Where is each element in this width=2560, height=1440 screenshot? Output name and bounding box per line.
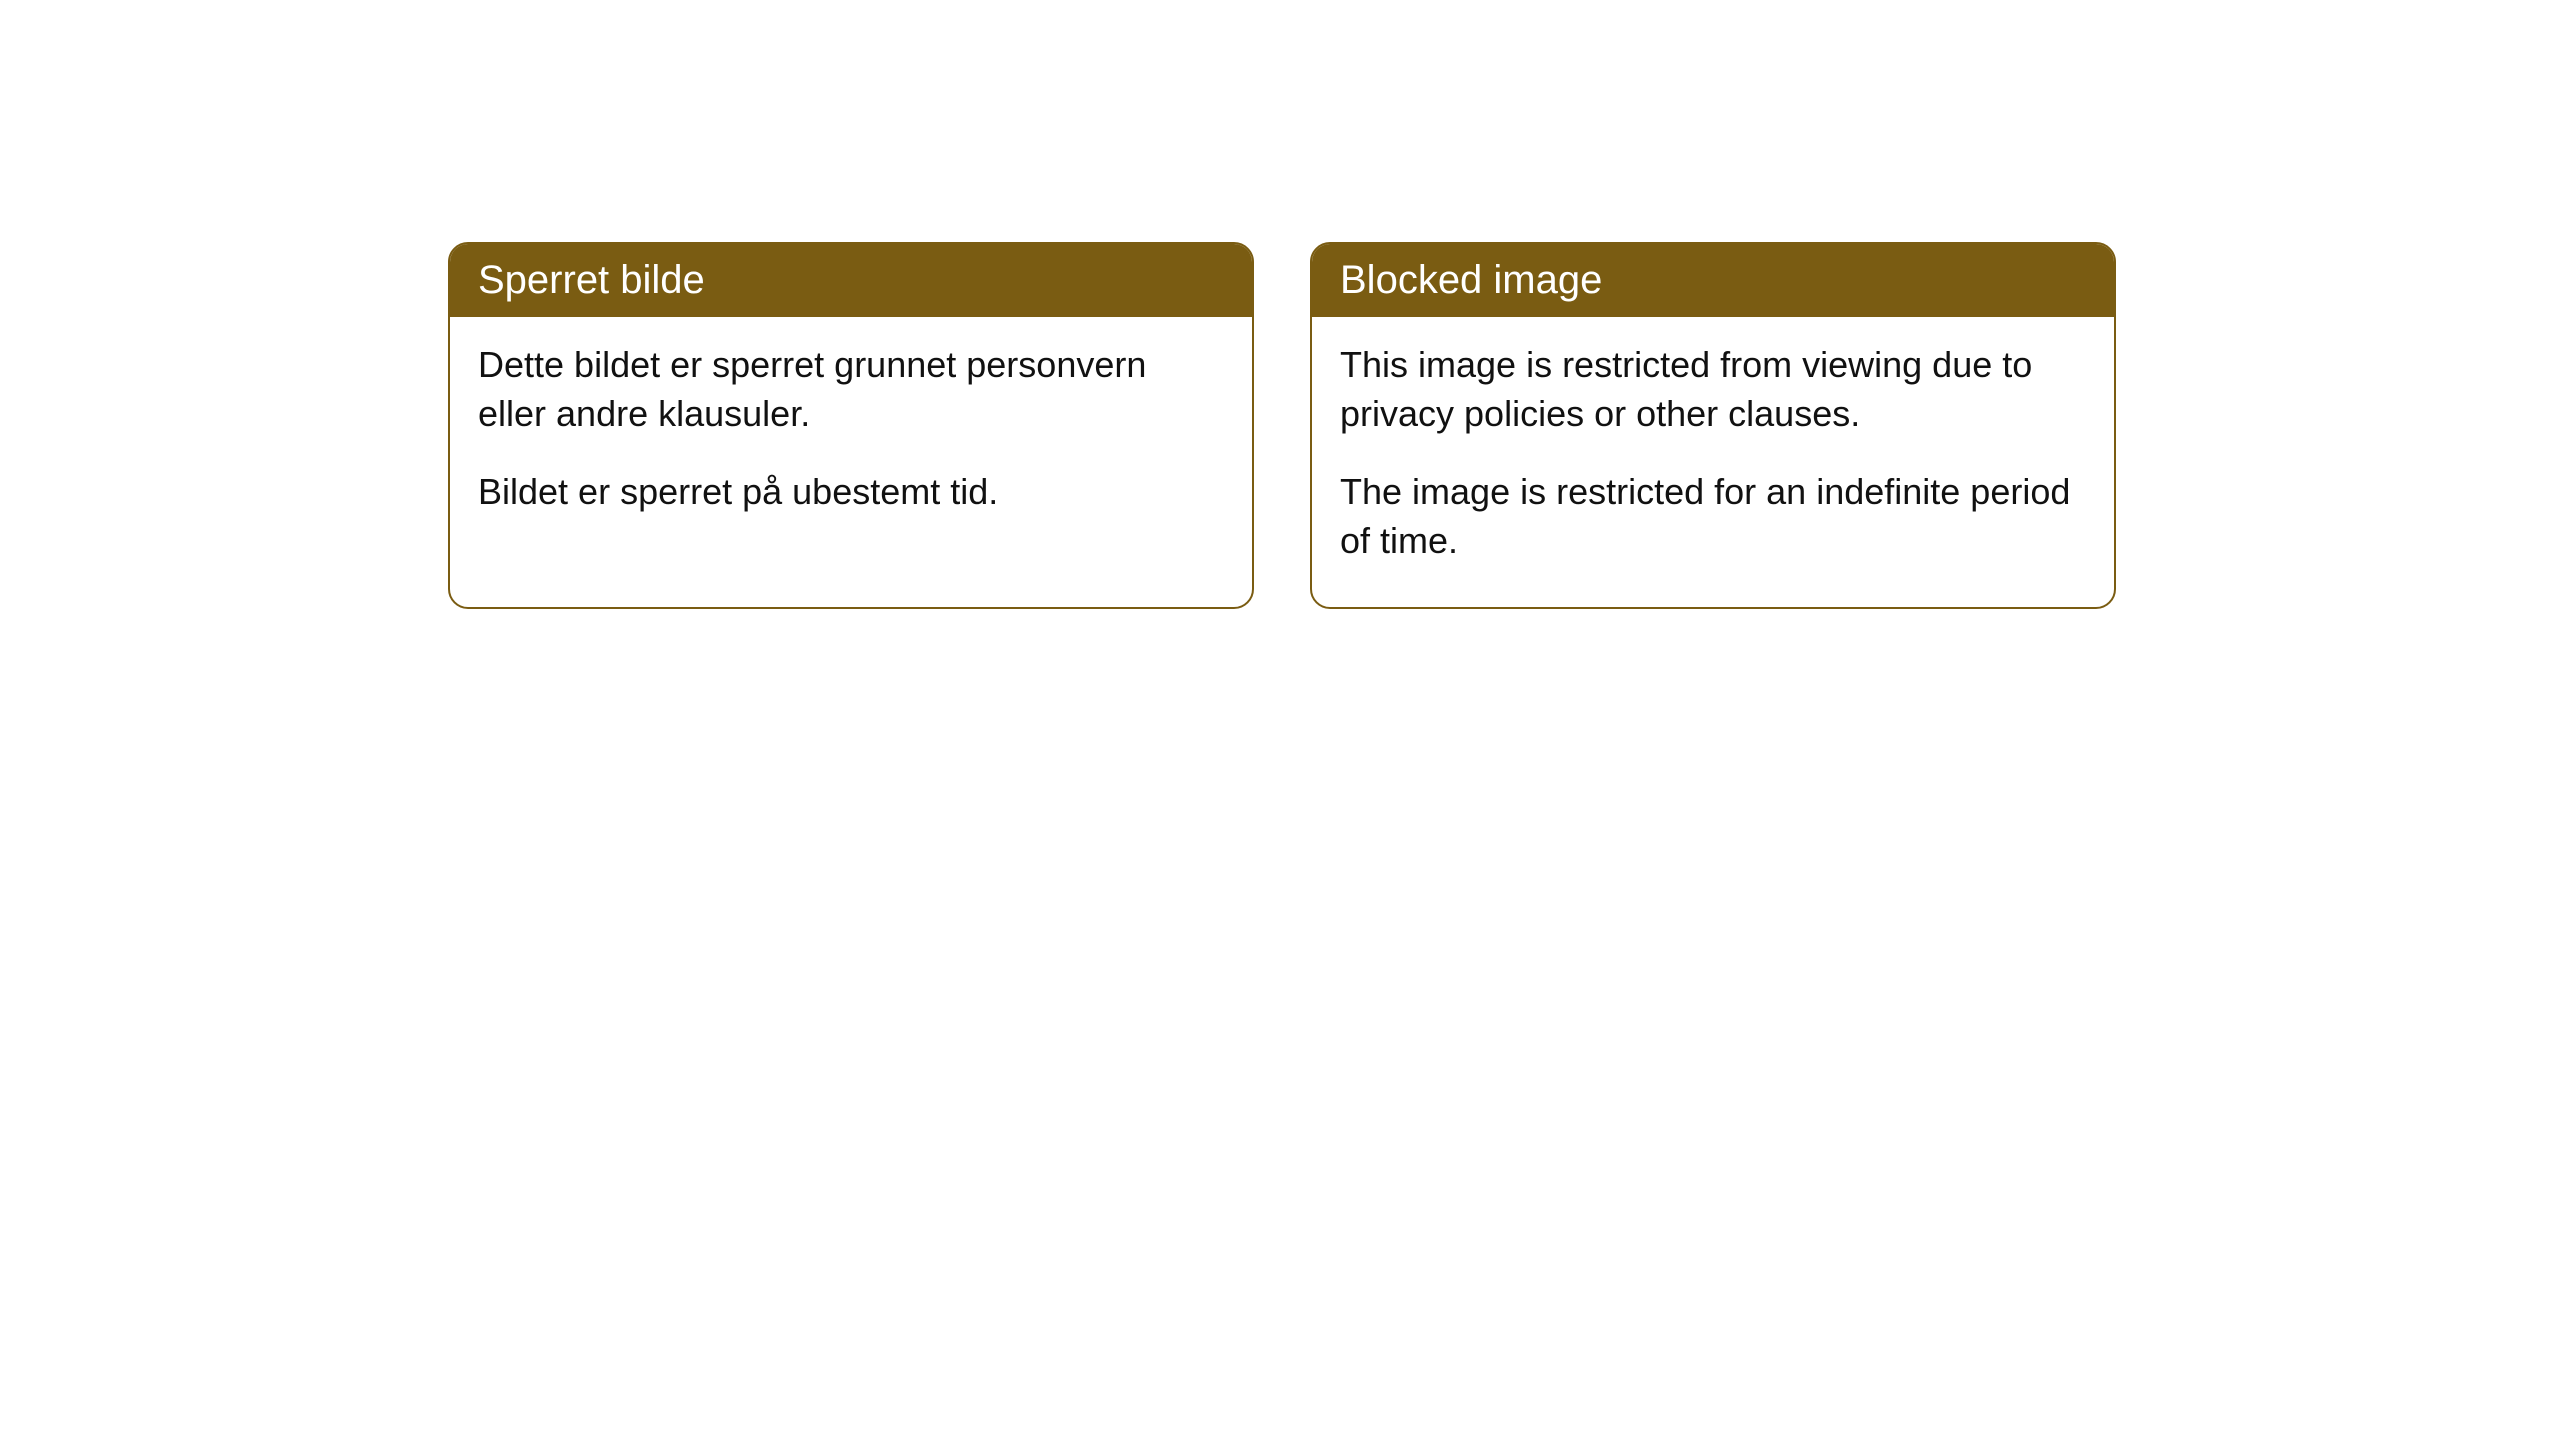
blocked-image-card-english: Blocked image This image is restricted f… <box>1310 242 2116 609</box>
blocked-image-card-norwegian: Sperret bilde Dette bildet er sperret gr… <box>448 242 1254 609</box>
card-title: Blocked image <box>1340 258 1602 302</box>
card-paragraph: The image is restricted for an indefinit… <box>1340 468 2086 565</box>
cards-container: Sperret bilde Dette bildet er sperret gr… <box>448 242 2116 609</box>
card-header: Blocked image <box>1312 244 2114 317</box>
card-paragraph: Bildet er sperret på ubestemt tid. <box>478 468 1224 517</box>
card-paragraph: Dette bildet er sperret grunnet personve… <box>478 341 1224 438</box>
card-header: Sperret bilde <box>450 244 1252 317</box>
card-body: Dette bildet er sperret grunnet personve… <box>450 317 1252 559</box>
card-title: Sperret bilde <box>478 258 705 302</box>
card-paragraph: This image is restricted from viewing du… <box>1340 341 2086 438</box>
card-body: This image is restricted from viewing du… <box>1312 317 2114 607</box>
